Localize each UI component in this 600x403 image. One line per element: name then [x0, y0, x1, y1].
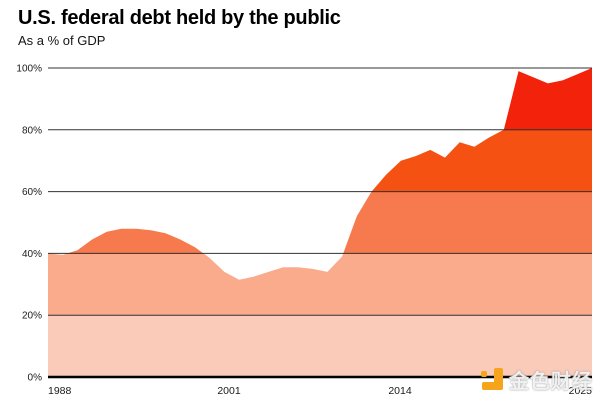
y-tick-label: 40% [22, 249, 42, 260]
chart-subtitle: As a % of GDP [18, 33, 106, 48]
watermark-text: 金色财经 [509, 371, 593, 393]
x-tick-label: 2014 [388, 385, 412, 397]
area-band-0 [48, 315, 592, 377]
chart-title: U.S. federal debt held by the public [18, 7, 341, 29]
jinse-watermark: 金色财经 [481, 365, 593, 394]
y-tick-label: 80% [22, 125, 42, 136]
x-tick-label: 1988 [48, 385, 72, 397]
y-tick-label: 60% [22, 187, 42, 198]
area-fill [48, 68, 592, 377]
x-tick-label: 2025 [569, 385, 593, 397]
y-tick-label: 0% [28, 373, 43, 384]
y-tick-label: 100% [16, 64, 42, 75]
area-band-4 [48, 68, 592, 131]
jinse-logo-icon [481, 368, 504, 391]
area-band-1 [48, 253, 592, 316]
area-band-2 [48, 191, 592, 254]
y-tick-label: 20% [22, 311, 42, 322]
x-tick-label: 2001 [217, 385, 241, 397]
area-band-3 [48, 129, 592, 193]
